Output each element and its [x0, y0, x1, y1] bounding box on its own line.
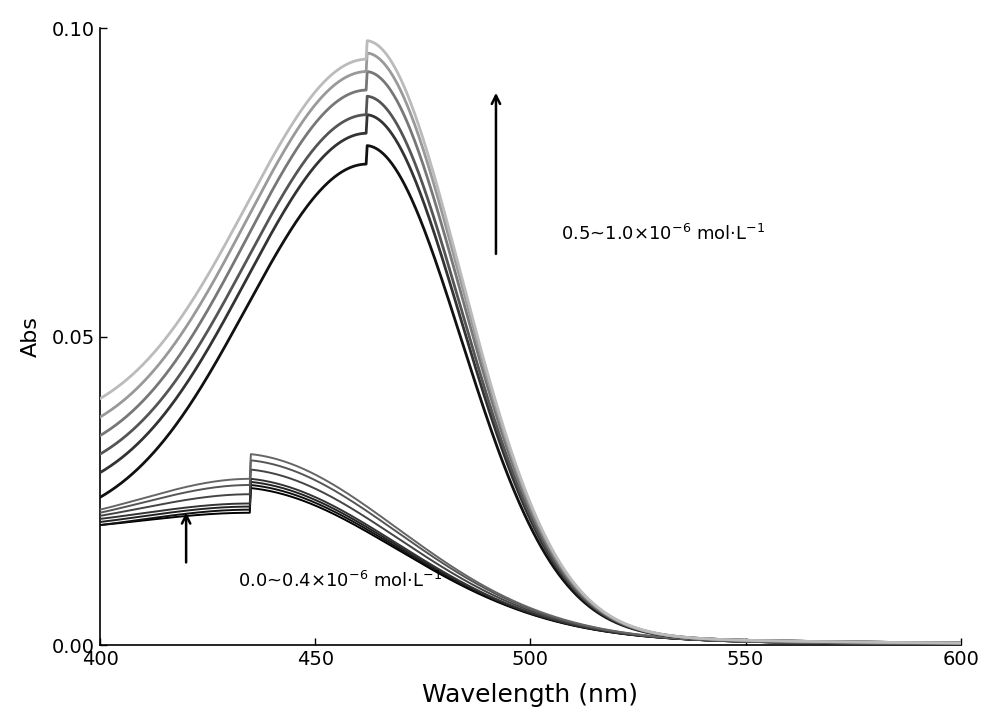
X-axis label: Wavelength (nm): Wavelength (nm): [422, 683, 638, 707]
Y-axis label: Abs: Abs: [21, 317, 41, 357]
Text: $0.5$~$1.0$$\times$$10^{-6}$ mol$\cdot$L$^{-1}$: $0.5$~$1.0$$\times$$10^{-6}$ mol$\cdot$L…: [561, 224, 765, 245]
Text: $0.0$~$0.4$$\times$$10^{-6}$ mol$\cdot$L$^{-1}$: $0.0$~$0.4$$\times$$10^{-6}$ mol$\cdot$L…: [238, 571, 442, 591]
